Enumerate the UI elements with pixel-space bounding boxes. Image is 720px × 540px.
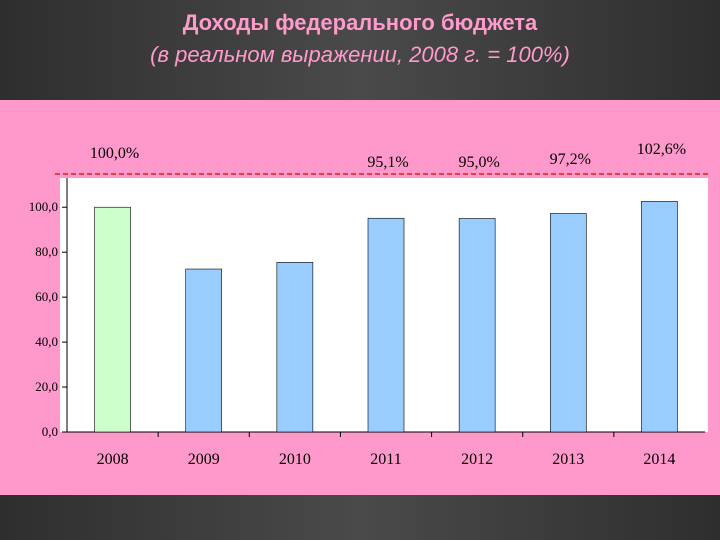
y-tick-label: 100,0 xyxy=(29,199,58,214)
value-label: 97,2% xyxy=(550,151,591,168)
value-label: 95,0% xyxy=(458,154,499,171)
y-tick-label: 60,0 xyxy=(35,289,58,304)
x-tick-label: 2013 xyxy=(552,451,584,468)
x-tick-label: 2011 xyxy=(370,451,401,468)
bar xyxy=(549,213,587,433)
x-tick-label: 2009 xyxy=(188,451,220,468)
bar xyxy=(641,201,678,433)
x-tick-label: 2010 xyxy=(279,451,311,468)
bar xyxy=(185,268,223,433)
value-label: 100,0% xyxy=(90,145,139,162)
x-tick-label: 2014 xyxy=(643,451,675,468)
bar xyxy=(276,261,314,433)
x-tick-label: 2008 xyxy=(97,451,129,468)
y-tick-label: 80,0 xyxy=(35,244,58,259)
x-tick-label: 2012 xyxy=(461,451,493,468)
y-tick-label: 20,0 xyxy=(35,379,58,394)
value-label: 95,1% xyxy=(367,154,408,171)
chart-title: Доходы федерального бюджета xyxy=(183,10,538,35)
bar xyxy=(458,218,496,433)
bar xyxy=(367,217,405,433)
value-label: 102,6% xyxy=(637,141,686,158)
y-tick-label: 40,0 xyxy=(35,334,58,349)
bar xyxy=(94,206,131,433)
y-tick-label: 0,0 xyxy=(42,424,58,439)
chart-subtitle: (в реальном выражении, 2008 г. = 100%) xyxy=(150,42,570,67)
